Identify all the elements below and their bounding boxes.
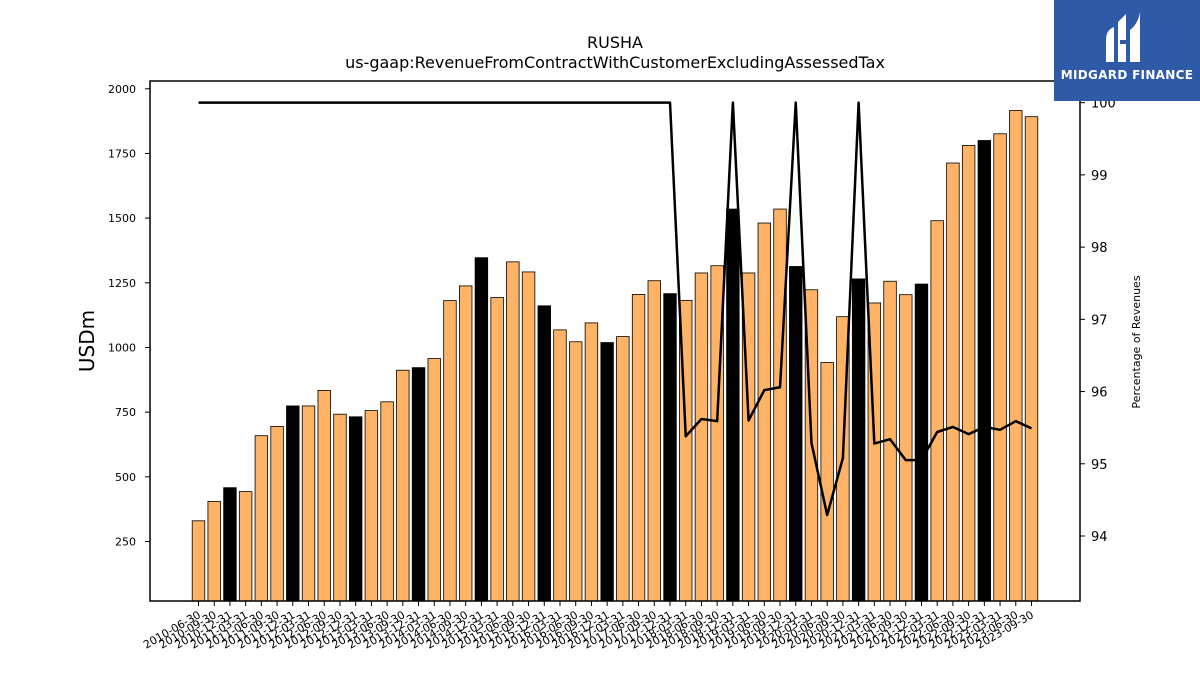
percentage-line: [198, 101, 1033, 517]
bar: [977, 140, 992, 602]
plot-frame: [149, 80, 1081, 602]
bar: [553, 329, 567, 602]
bar: [694, 272, 709, 602]
bar: [757, 222, 771, 602]
bar: [506, 261, 520, 602]
bar: [286, 405, 300, 602]
bar: [191, 520, 206, 602]
logo-mark-icon: [1106, 12, 1140, 62]
brand-logo: MIDGARD FINANCE: [1054, 0, 1200, 101]
bar: [207, 500, 221, 602]
y-tick-label: 1750: [108, 147, 136, 160]
y-right-tick-label: 94: [1091, 530, 1108, 545]
bar: [820, 362, 834, 602]
y-right-tick-label: 96: [1091, 386, 1108, 401]
bar: [726, 208, 740, 602]
bar: [254, 435, 269, 602]
bar: [584, 322, 599, 602]
y-right-axis-label: Percentage of Revenues: [1130, 275, 1143, 408]
bar: [490, 297, 504, 602]
y-right-tick-label: 95: [1091, 458, 1108, 473]
bar: [396, 369, 410, 602]
y-axis-label: USDm: [75, 310, 99, 372]
y-tick-label: 1250: [108, 277, 136, 290]
bar: [1009, 110, 1023, 602]
y-right-tick-label: 97: [1091, 313, 1108, 328]
bar: [443, 300, 457, 602]
y-tick-label: 2000: [108, 83, 136, 96]
bar: [600, 342, 614, 602]
bar: [616, 336, 630, 602]
bar: [317, 390, 331, 602]
bar: [301, 405, 316, 602]
bar: [1024, 116, 1039, 602]
bar: [474, 257, 489, 602]
y-right-tick-label: 98: [1091, 241, 1108, 256]
bar: [993, 133, 1007, 602]
bar: [930, 220, 944, 602]
bar: [914, 283, 929, 602]
chart-title: RUSHA: [587, 33, 643, 52]
bar: [380, 401, 394, 602]
bar: [946, 162, 960, 602]
bar: [899, 294, 913, 602]
bar: [789, 266, 803, 602]
y-right-tick-label: 99: [1091, 169, 1108, 184]
bar: [961, 145, 976, 602]
bar: [458, 285, 473, 602]
bar: [411, 367, 426, 602]
y-tick-label: 1000: [108, 341, 136, 354]
chart-subtitle: us-gaap:RevenueFromContractWithCustomerE…: [345, 53, 885, 72]
y-tick-label: 1500: [108, 212, 136, 225]
bar: [569, 341, 583, 602]
bar: [348, 416, 363, 602]
bar: [270, 425, 284, 602]
y-tick-label: 500: [115, 471, 136, 484]
bar: [647, 280, 661, 602]
bar: [537, 305, 551, 602]
bar: [663, 293, 677, 602]
logo-text: MIDGARD FINANCE: [1060, 68, 1194, 82]
y-tick-label: 750: [115, 406, 136, 419]
bar: [521, 271, 536, 602]
y-tick-label: 250: [115, 535, 136, 548]
bar: [333, 413, 347, 602]
bar: [773, 208, 787, 602]
bar: [238, 491, 253, 602]
bar: [427, 358, 441, 602]
bar: [851, 278, 866, 602]
bar: [223, 487, 237, 602]
bar: [631, 294, 646, 602]
bar: [364, 410, 379, 602]
